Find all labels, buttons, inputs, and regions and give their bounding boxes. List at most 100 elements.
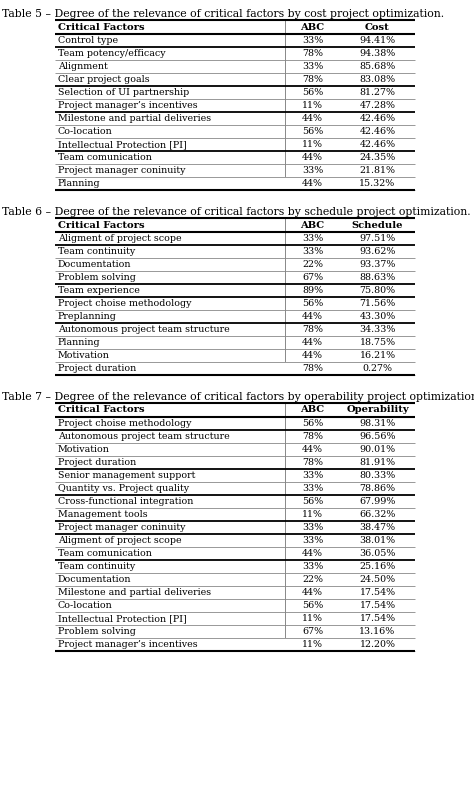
Text: 33%: 33% <box>302 234 323 243</box>
Text: 85.68%: 85.68% <box>359 62 396 71</box>
Text: Alignment: Alignment <box>58 62 108 71</box>
Text: Team experience: Team experience <box>58 286 140 295</box>
Text: 81.27%: 81.27% <box>359 88 395 97</box>
Text: 24.35%: 24.35% <box>359 153 396 162</box>
Text: Project manager coninuity: Project manager coninuity <box>58 523 185 532</box>
Text: 33%: 33% <box>302 523 323 532</box>
Text: Co-location: Co-location <box>58 127 113 136</box>
Text: 11%: 11% <box>302 640 323 649</box>
Text: 44%: 44% <box>302 338 323 347</box>
Text: Clear project goals: Clear project goals <box>58 75 150 84</box>
Text: 11%: 11% <box>302 140 323 149</box>
Text: Autonomous project team structure: Autonomous project team structure <box>58 432 230 441</box>
Text: 80.33%: 80.33% <box>359 471 396 480</box>
Text: 21.81%: 21.81% <box>359 166 395 175</box>
Text: 33%: 33% <box>302 166 323 175</box>
Text: 90.01%: 90.01% <box>359 445 396 454</box>
Text: Team continuity: Team continuity <box>58 562 135 571</box>
Text: 47.28%: 47.28% <box>359 101 395 110</box>
Text: 96.56%: 96.56% <box>359 432 396 441</box>
Text: 67.99%: 67.99% <box>359 497 396 506</box>
Text: 67%: 67% <box>302 273 323 282</box>
Text: Control type: Control type <box>58 36 118 45</box>
Text: Table 6 – Degree of the relevance of critical factors by schedule project optimi: Table 6 – Degree of the relevance of cri… <box>2 207 471 217</box>
Text: 75.80%: 75.80% <box>359 286 396 295</box>
Text: 33%: 33% <box>302 471 323 480</box>
Text: 71.56%: 71.56% <box>359 299 396 308</box>
Text: 78%: 78% <box>302 364 323 373</box>
Text: 97.51%: 97.51% <box>359 234 396 243</box>
Text: 94.38%: 94.38% <box>359 49 396 58</box>
Text: 11%: 11% <box>302 101 323 110</box>
Text: 42.46%: 42.46% <box>359 127 396 136</box>
Text: 34.33%: 34.33% <box>359 325 396 334</box>
Text: 17.54%: 17.54% <box>359 614 396 623</box>
Text: 78%: 78% <box>302 75 323 84</box>
Text: Team comunication: Team comunication <box>58 153 152 162</box>
Text: 94.41%: 94.41% <box>359 36 396 45</box>
Text: Co-location: Co-location <box>58 601 113 610</box>
Text: 24.50%: 24.50% <box>359 575 396 584</box>
Text: Milestone and partial deliveries: Milestone and partial deliveries <box>58 588 211 597</box>
Text: 33%: 33% <box>302 484 323 493</box>
Text: 88.63%: 88.63% <box>359 273 396 282</box>
Text: 12.20%: 12.20% <box>359 640 395 649</box>
Text: Motivation: Motivation <box>58 445 110 454</box>
Text: 56%: 56% <box>302 419 323 428</box>
Text: Intellectual Protection [PI]: Intellectual Protection [PI] <box>58 614 187 623</box>
Text: 44%: 44% <box>302 445 323 454</box>
Text: 78.86%: 78.86% <box>359 484 396 493</box>
Text: Operability: Operability <box>346 406 409 414</box>
Text: 36.05%: 36.05% <box>359 549 396 558</box>
Text: 42.46%: 42.46% <box>359 140 396 149</box>
Text: 78%: 78% <box>302 458 323 467</box>
Text: Aligment of project scope: Aligment of project scope <box>58 234 182 243</box>
Text: Intellectual Protection [PI]: Intellectual Protection [PI] <box>58 140 187 149</box>
Text: Schedule: Schedule <box>352 221 403 229</box>
Text: 67%: 67% <box>302 627 323 636</box>
Text: Table 5 – Degree of the relevance of critical factors by cost project optimizati: Table 5 – Degree of the relevance of cri… <box>2 9 444 19</box>
Text: Project manager’s incentives: Project manager’s incentives <box>58 640 198 649</box>
Text: Cross-functional integration: Cross-functional integration <box>58 497 193 506</box>
Text: 44%: 44% <box>302 351 323 360</box>
Text: 33%: 33% <box>302 562 323 571</box>
Text: 44%: 44% <box>302 179 323 188</box>
Text: 78%: 78% <box>302 325 323 334</box>
Text: 78%: 78% <box>302 432 323 441</box>
Text: 66.32%: 66.32% <box>359 510 396 519</box>
Text: 44%: 44% <box>302 153 323 162</box>
Text: 56%: 56% <box>302 299 323 308</box>
Text: Selection of UI partnership: Selection of UI partnership <box>58 88 189 97</box>
Text: Problem solving: Problem solving <box>58 627 136 636</box>
Text: Documentation: Documentation <box>58 575 131 584</box>
Text: Problem solving: Problem solving <box>58 273 136 282</box>
Text: Cost: Cost <box>365 22 390 32</box>
Text: Preplanning: Preplanning <box>58 312 117 321</box>
Text: 33%: 33% <box>302 62 323 71</box>
Text: Team continuity: Team continuity <box>58 247 135 256</box>
Text: ABC: ABC <box>301 406 325 414</box>
Text: Senior management support: Senior management support <box>58 471 195 480</box>
Text: 25.16%: 25.16% <box>359 562 396 571</box>
Text: Project choise methodology: Project choise methodology <box>58 299 191 308</box>
Text: Project choise methodology: Project choise methodology <box>58 419 191 428</box>
Text: 11%: 11% <box>302 614 323 623</box>
Text: 33%: 33% <box>302 36 323 45</box>
Text: ABC: ABC <box>301 221 325 229</box>
Text: Critical Factors: Critical Factors <box>58 221 145 229</box>
Text: Team potency/efficacy: Team potency/efficacy <box>58 49 165 58</box>
Text: 78%: 78% <box>302 49 323 58</box>
Text: 81.91%: 81.91% <box>359 458 396 467</box>
Text: Autonomous project team structure: Autonomous project team structure <box>58 325 230 334</box>
Text: Aligment of project scope: Aligment of project scope <box>58 536 182 545</box>
Text: 38.01%: 38.01% <box>359 536 396 545</box>
Text: Table 7 – Degree of the relevance of critical factors by operability project opt: Table 7 – Degree of the relevance of cri… <box>2 392 474 402</box>
Text: 44%: 44% <box>302 114 323 123</box>
Text: Critical Factors: Critical Factors <box>58 22 145 32</box>
Text: 17.54%: 17.54% <box>359 601 396 610</box>
Text: ABC: ABC <box>301 22 325 32</box>
Text: 93.62%: 93.62% <box>359 247 396 256</box>
Text: 98.31%: 98.31% <box>359 419 396 428</box>
Text: Management tools: Management tools <box>58 510 147 519</box>
Text: 56%: 56% <box>302 88 323 97</box>
